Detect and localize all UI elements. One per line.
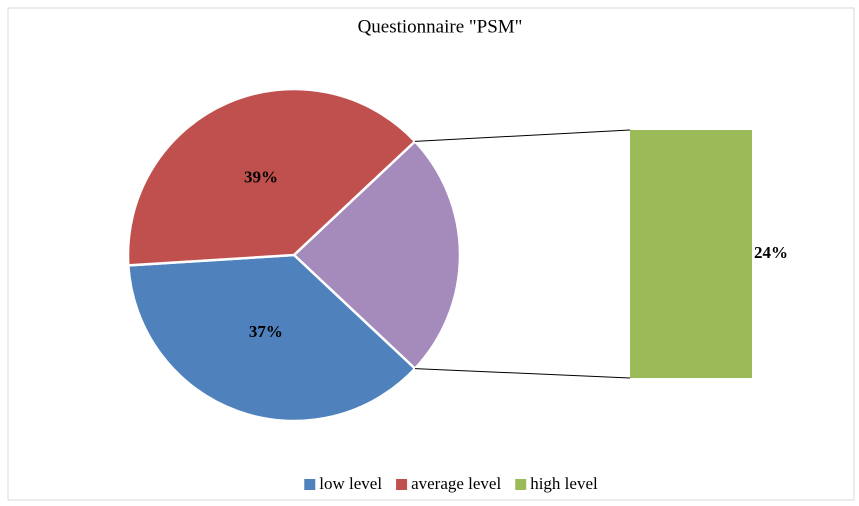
pie-slice: [292, 139, 462, 371]
bar: [630, 130, 752, 378]
data-label: 24%: [754, 243, 788, 262]
legend-label: average level: [411, 474, 501, 493]
data-label: 37%: [249, 322, 283, 341]
connector-line: [414, 129, 631, 142]
legend-label: low level: [319, 474, 382, 493]
legend-swatch: [396, 479, 408, 490]
legend-swatch: [304, 479, 316, 490]
chart-title: Questionnaire "PSM": [358, 16, 523, 37]
connector-line: [414, 368, 631, 379]
legend-label: high level: [530, 474, 598, 493]
pie-slice: [126, 87, 417, 267]
pie-slice: [127, 253, 417, 423]
data-label: 39%: [244, 168, 278, 187]
legend-swatch: [515, 479, 527, 490]
